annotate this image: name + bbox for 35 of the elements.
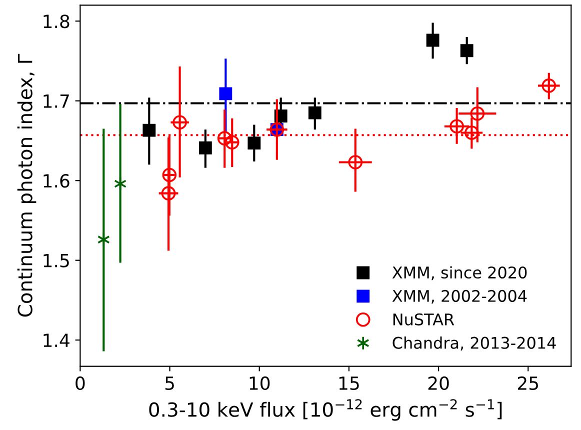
point bbox=[470, 106, 485, 121]
legend-label: XMM, since 2020 bbox=[392, 266, 527, 280]
legend-label: XMM, 2002-2004 bbox=[392, 290, 527, 304]
y-tick-label: 1.6 bbox=[44, 174, 70, 188]
x-tick-label: 25 bbox=[518, 376, 538, 390]
y-tick-label: 1.4 bbox=[44, 334, 70, 347]
point bbox=[198, 141, 212, 154]
point bbox=[426, 34, 440, 47]
y-tick-label: 1.7 bbox=[44, 94, 69, 108]
point bbox=[460, 44, 474, 58]
x-tick-label: 10 bbox=[250, 376, 270, 390]
point bbox=[142, 124, 156, 137]
y-tick-label: 1.5 bbox=[44, 254, 69, 268]
x-tick-label: 0 bbox=[76, 376, 85, 390]
point bbox=[308, 106, 322, 120]
y-tick-label: 1.8 bbox=[44, 14, 70, 28]
point bbox=[464, 126, 479, 140]
x-axis-title: 0.3-10 keV flux [10$^{−12}$ erg cm$^{−2}$ s$^{−1}$] bbox=[149, 399, 502, 421]
point bbox=[224, 135, 240, 150]
point bbox=[219, 87, 232, 100]
point bbox=[348, 155, 363, 170]
point bbox=[161, 186, 176, 200]
legend-label: NuSTAR bbox=[393, 313, 454, 326]
point bbox=[97, 232, 110, 247]
y-axis-title: Continuum photon index, Γ bbox=[17, 54, 36, 317]
point bbox=[542, 78, 556, 93]
x-tick-label: 15 bbox=[339, 376, 359, 390]
x-tick-label: 20 bbox=[428, 376, 449, 390]
point bbox=[172, 115, 187, 130]
point bbox=[450, 119, 464, 134]
point bbox=[162, 168, 177, 182]
legend-label: Chandra, 2013-2014 bbox=[392, 336, 556, 351]
x-tick-label: 5 bbox=[165, 376, 174, 390]
point bbox=[248, 136, 261, 150]
point bbox=[217, 131, 232, 146]
